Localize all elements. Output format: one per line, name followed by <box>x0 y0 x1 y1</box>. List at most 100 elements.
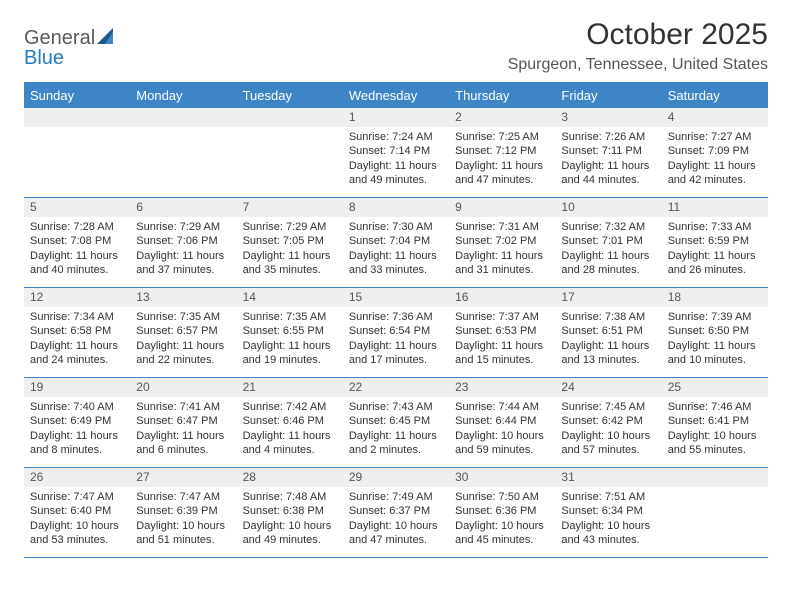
day-line: Sunrise: 7:31 AM <box>455 220 549 234</box>
day-number: 6 <box>130 198 236 217</box>
day-line: Sunset: 7:02 PM <box>455 234 549 248</box>
day-header: Sunday <box>24 83 130 108</box>
day-header: Saturday <box>662 83 768 108</box>
day-details: Sunrise: 7:35 AMSunset: 6:57 PMDaylight:… <box>130 307 236 371</box>
day-line: Sunrise: 7:39 AM <box>668 310 762 324</box>
calendar-cell: 16Sunrise: 7:37 AMSunset: 6:53 PMDayligh… <box>449 288 555 378</box>
day-line: Sunset: 6:36 PM <box>455 504 549 518</box>
day-details: Sunrise: 7:49 AMSunset: 6:37 PMDaylight:… <box>343 487 449 551</box>
day-number: 18 <box>662 288 768 307</box>
day-line: Sunrise: 7:36 AM <box>349 310 443 324</box>
header: General Blue October 2025 Spurgeon, Tenn… <box>24 18 768 74</box>
day-number: 15 <box>343 288 449 307</box>
calendar-cell: 31Sunrise: 7:51 AMSunset: 6:34 PMDayligh… <box>555 468 661 558</box>
day-line: Daylight: 11 hours and 19 minutes. <box>243 339 337 368</box>
day-header-row: SundayMondayTuesdayWednesdayThursdayFrid… <box>24 83 768 108</box>
day-number: 28 <box>237 468 343 487</box>
calendar-week: 12Sunrise: 7:34 AMSunset: 6:58 PMDayligh… <box>24 288 768 378</box>
day-line: Sunrise: 7:47 AM <box>30 490 124 504</box>
day-number: 22 <box>343 378 449 397</box>
calendar-cell: 11Sunrise: 7:33 AMSunset: 6:59 PMDayligh… <box>662 198 768 288</box>
day-line: Sunrise: 7:34 AM <box>30 310 124 324</box>
day-details: Sunrise: 7:29 AMSunset: 7:05 PMDaylight:… <box>237 217 343 281</box>
day-details: Sunrise: 7:36 AMSunset: 6:54 PMDaylight:… <box>343 307 449 371</box>
day-number: 20 <box>130 378 236 397</box>
day-details <box>237 127 343 134</box>
day-line: Sunset: 6:53 PM <box>455 324 549 338</box>
day-header: Wednesday <box>343 83 449 108</box>
day-line: Sunrise: 7:35 AM <box>136 310 230 324</box>
calendar-week: 19Sunrise: 7:40 AMSunset: 6:49 PMDayligh… <box>24 378 768 468</box>
day-details: Sunrise: 7:33 AMSunset: 6:59 PMDaylight:… <box>662 217 768 281</box>
day-line: Daylight: 11 hours and 17 minutes. <box>349 339 443 368</box>
day-details: Sunrise: 7:37 AMSunset: 6:53 PMDaylight:… <box>449 307 555 371</box>
location: Spurgeon, Tennessee, United States <box>508 56 768 74</box>
day-number: 17 <box>555 288 661 307</box>
day-line: Sunrise: 7:41 AM <box>136 400 230 414</box>
day-line: Daylight: 10 hours and 53 minutes. <box>30 519 124 548</box>
day-line: Daylight: 11 hours and 42 minutes. <box>668 159 762 188</box>
day-number: 1 <box>343 108 449 127</box>
day-line: Sunrise: 7:32 AM <box>561 220 655 234</box>
day-number: 14 <box>237 288 343 307</box>
day-details: Sunrise: 7:51 AMSunset: 6:34 PMDaylight:… <box>555 487 661 551</box>
day-details: Sunrise: 7:41 AMSunset: 6:47 PMDaylight:… <box>130 397 236 461</box>
calendar-cell: 13Sunrise: 7:35 AMSunset: 6:57 PMDayligh… <box>130 288 236 378</box>
day-number: 7 <box>237 198 343 217</box>
day-details: Sunrise: 7:27 AMSunset: 7:09 PMDaylight:… <box>662 127 768 191</box>
calendar-week: 1Sunrise: 7:24 AMSunset: 7:14 PMDaylight… <box>24 108 768 198</box>
logo-text: General Blue <box>24 28 117 68</box>
day-header: Monday <box>130 83 236 108</box>
day-line: Daylight: 11 hours and 4 minutes. <box>243 429 337 458</box>
day-number: 13 <box>130 288 236 307</box>
day-number: 27 <box>130 468 236 487</box>
day-line: Sunrise: 7:40 AM <box>30 400 124 414</box>
day-details: Sunrise: 7:26 AMSunset: 7:11 PMDaylight:… <box>555 127 661 191</box>
day-line: Daylight: 11 hours and 6 minutes. <box>136 429 230 458</box>
day-line: Sunset: 7:06 PM <box>136 234 230 248</box>
day-number: 31 <box>555 468 661 487</box>
day-details: Sunrise: 7:39 AMSunset: 6:50 PMDaylight:… <box>662 307 768 371</box>
logo: General Blue <box>24 18 117 68</box>
day-line: Sunset: 6:39 PM <box>136 504 230 518</box>
day-details: Sunrise: 7:45 AMSunset: 6:42 PMDaylight:… <box>555 397 661 461</box>
day-details: Sunrise: 7:48 AMSunset: 6:38 PMDaylight:… <box>237 487 343 551</box>
day-line: Sunset: 6:38 PM <box>243 504 337 518</box>
day-line: Sunrise: 7:51 AM <box>561 490 655 504</box>
day-line: Daylight: 11 hours and 2 minutes. <box>349 429 443 458</box>
day-number: 26 <box>24 468 130 487</box>
day-line: Sunset: 6:49 PM <box>30 414 124 428</box>
calendar-cell: 8Sunrise: 7:30 AMSunset: 7:04 PMDaylight… <box>343 198 449 288</box>
calendar-cell: 12Sunrise: 7:34 AMSunset: 6:58 PMDayligh… <box>24 288 130 378</box>
calendar-cell <box>130 108 236 198</box>
day-line: Sunrise: 7:50 AM <box>455 490 549 504</box>
day-line: Daylight: 10 hours and 47 minutes. <box>349 519 443 548</box>
calendar-cell: 30Sunrise: 7:50 AMSunset: 6:36 PMDayligh… <box>449 468 555 558</box>
day-line: Sunset: 6:57 PM <box>136 324 230 338</box>
calendar-table: SundayMondayTuesdayWednesdayThursdayFrid… <box>24 82 768 558</box>
day-line: Daylight: 11 hours and 44 minutes. <box>561 159 655 188</box>
day-line: Sunset: 7:11 PM <box>561 144 655 158</box>
day-line: Sunset: 6:54 PM <box>349 324 443 338</box>
day-number: 12 <box>24 288 130 307</box>
calendar-cell: 18Sunrise: 7:39 AMSunset: 6:50 PMDayligh… <box>662 288 768 378</box>
day-details <box>130 127 236 134</box>
day-line: Daylight: 11 hours and 8 minutes. <box>30 429 124 458</box>
brand-line1: General <box>24 27 95 49</box>
calendar-cell <box>24 108 130 198</box>
calendar-cell: 29Sunrise: 7:49 AMSunset: 6:37 PMDayligh… <box>343 468 449 558</box>
day-line: Sunrise: 7:49 AM <box>349 490 443 504</box>
day-number: 8 <box>343 198 449 217</box>
day-details: Sunrise: 7:38 AMSunset: 6:51 PMDaylight:… <box>555 307 661 371</box>
day-line: Daylight: 11 hours and 26 minutes. <box>668 249 762 278</box>
day-line: Sunrise: 7:33 AM <box>668 220 762 234</box>
calendar-cell: 21Sunrise: 7:42 AMSunset: 6:46 PMDayligh… <box>237 378 343 468</box>
day-line: Sunrise: 7:48 AM <box>243 490 337 504</box>
calendar-cell: 1Sunrise: 7:24 AMSunset: 7:14 PMDaylight… <box>343 108 449 198</box>
brand-line2: Blue <box>24 48 117 68</box>
day-line: Daylight: 11 hours and 31 minutes. <box>455 249 549 278</box>
calendar-cell: 22Sunrise: 7:43 AMSunset: 6:45 PMDayligh… <box>343 378 449 468</box>
day-number: 3 <box>555 108 661 127</box>
day-number: 10 <box>555 198 661 217</box>
day-line: Daylight: 10 hours and 57 minutes. <box>561 429 655 458</box>
